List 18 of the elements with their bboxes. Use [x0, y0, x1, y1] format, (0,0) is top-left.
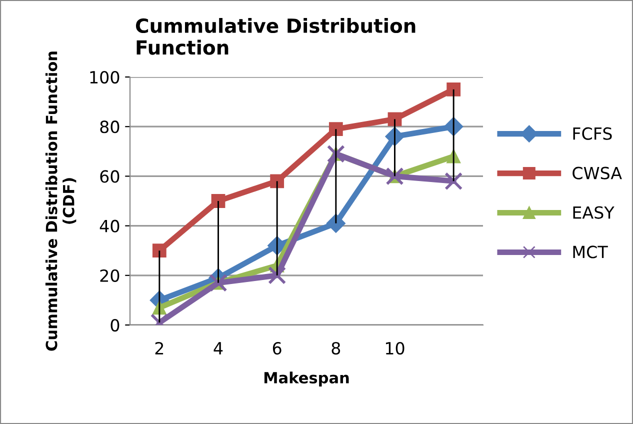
x-tick-label: 6 — [272, 342, 282, 355]
x-axis-title: Makespan — [264, 372, 349, 386]
y-tick-label: 80 — [100, 120, 120, 134]
x-tick-label: 10 — [386, 342, 404, 355]
legend-label: CWSA — [572, 166, 622, 180]
x-tick-label: 8 — [332, 342, 340, 355]
y-tick-label: 60 — [100, 170, 120, 183]
legend-label: FCFS — [573, 127, 612, 140]
legend-label: MCT — [573, 246, 608, 258]
y-axis-title: Cummulative Distribution Function (CDF) — [45, 52, 76, 351]
y-tick-label: 0 — [110, 318, 120, 332]
x-tick-label: 4 — [214, 342, 223, 354]
legend-label: EASY — [573, 206, 614, 219]
chart-title: Cummulative Distribution Function — [136, 18, 416, 55]
y-tick-label: 100 — [90, 70, 120, 84]
y-tick-label: 20 — [100, 269, 120, 282]
x-tick-label: 2 — [155, 342, 164, 354]
y-tick-label: 40 — [100, 220, 120, 232]
